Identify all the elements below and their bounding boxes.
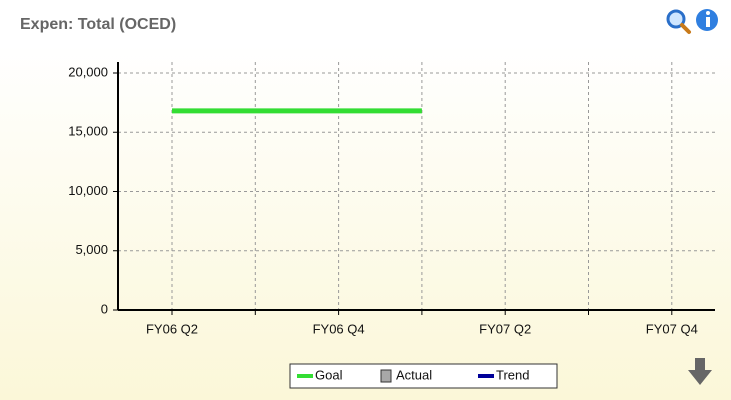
chart-background — [0, 45, 731, 400]
legend-label: Goal — [315, 367, 343, 382]
legend-box — [289, 363, 558, 389]
y-tick-label: 0 — [101, 301, 108, 316]
y-tick-label: 15,000 — [68, 124, 108, 139]
legend-label: Actual — [396, 367, 432, 382]
chart-title: Expen: Total (OCED) — [20, 16, 176, 33]
x-tick-label: FY06 Q2 — [146, 321, 198, 336]
info-icon[interactable] — [696, 9, 718, 31]
expand-arrow[interactable] — [688, 358, 712, 385]
zoom-icon[interactable] — [666, 9, 691, 34]
y-tick-label: 20,000 — [68, 64, 108, 79]
x-tick-label: FY07 Q2 — [479, 321, 531, 336]
legend: Goal Actual Trend — [289, 363, 558, 389]
y-tick-label: 10,000 — [68, 183, 108, 198]
legend-swatch — [380, 369, 392, 383]
x-tick-label: FY06 Q4 — [313, 321, 365, 336]
legend-label: Trend — [496, 367, 529, 382]
x-tick-label: FY07 Q4 — [646, 321, 698, 336]
y-tick-label: 5,000 — [75, 242, 108, 257]
